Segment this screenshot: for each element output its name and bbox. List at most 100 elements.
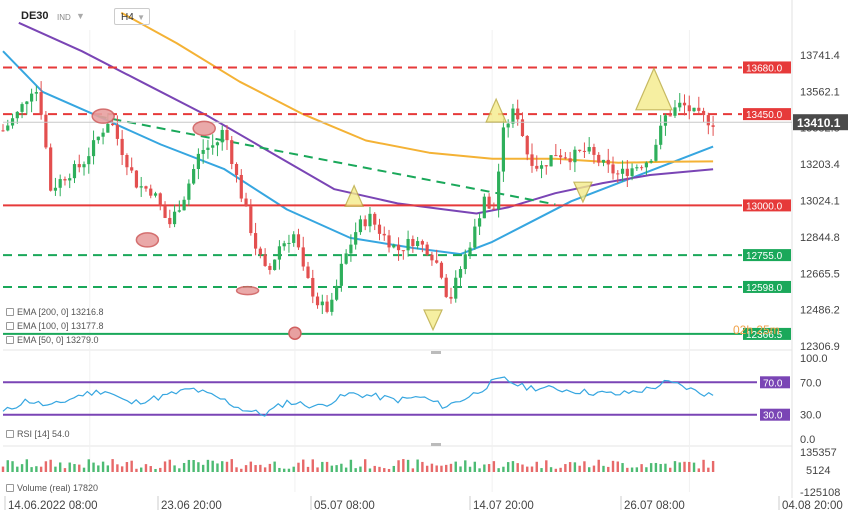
volume-bar	[616, 461, 619, 472]
chevron-down-icon: ▼	[137, 13, 145, 22]
candle-body	[268, 265, 272, 270]
candle-body	[77, 164, 81, 168]
candle-body	[520, 119, 525, 137]
volume-bar	[240, 468, 243, 472]
level-tag-label: 13680.0	[746, 63, 783, 74]
candle-body	[563, 157, 567, 159]
settings-icon[interactable]	[6, 322, 14, 330]
symbol-dropdown-icon[interactable]: ▼	[76, 11, 85, 21]
candle-body	[144, 186, 148, 189]
candle-body	[401, 250, 405, 252]
legend-ema100[interactable]: EMA [100, 0] 13177.8	[6, 321, 104, 331]
candle-body	[668, 115, 672, 117]
volume-bar	[306, 466, 310, 472]
volume-bar	[573, 462, 577, 472]
candle-body	[630, 168, 634, 176]
volume-bar	[454, 461, 457, 472]
volume-bar	[387, 468, 391, 472]
volume-bar	[568, 462, 572, 472]
volume-bar	[54, 466, 57, 472]
volume-bar	[73, 464, 76, 472]
volume-bar	[25, 459, 29, 472]
time-tick-label: 05.07 08:00	[314, 500, 375, 512]
candle-body	[711, 125, 715, 127]
candle-body	[458, 269, 463, 278]
settings-icon[interactable]	[6, 336, 14, 344]
candle-body	[187, 183, 191, 200]
volume-bar	[135, 468, 138, 472]
volume-bar	[597, 459, 600, 472]
candle-body	[701, 110, 706, 116]
volume-bar	[645, 467, 648, 472]
candle-body	[182, 199, 186, 211]
legend-rsi[interactable]: RSI [14] 54.0	[6, 429, 70, 439]
volume-bar	[435, 465, 438, 472]
volume-bar	[130, 460, 133, 472]
symbol-label[interactable]: DE30	[21, 10, 49, 22]
volume-bar	[302, 459, 305, 472]
candle-body	[306, 266, 310, 278]
volume-bar	[292, 466, 295, 472]
volume-bar	[635, 467, 639, 472]
volume-bar	[421, 461, 424, 472]
volume-bar	[20, 464, 24, 472]
candle-body	[482, 196, 486, 219]
timeframe-value: H4	[121, 12, 134, 23]
price-tick-label: 13203.4	[800, 159, 840, 171]
volume-bar	[640, 464, 643, 472]
legend-ema50[interactable]: EMA [50, 0] 13279.0	[6, 335, 99, 345]
volume-bar	[263, 467, 267, 472]
candle-body	[325, 301, 329, 312]
candle-body	[525, 136, 529, 155]
level-tag	[743, 61, 791, 74]
volume-bar	[311, 459, 314, 472]
timeframe-select[interactable]: H4 ▼	[114, 8, 150, 25]
candle-body	[149, 188, 153, 196]
candle-body	[230, 140, 234, 164]
volume-bar	[92, 462, 95, 472]
volume-bar	[545, 460, 548, 472]
volume-bar	[711, 460, 715, 472]
level-tag	[743, 280, 791, 293]
candle-body	[444, 277, 448, 297]
volume-bar	[68, 462, 71, 472]
volume-bar	[268, 463, 272, 472]
swing-marker	[192, 120, 216, 137]
legend-ema200[interactable]: EMA [200, 0] 13216.8	[6, 307, 104, 317]
volume-bar	[106, 465, 110, 472]
volume-bar	[497, 468, 500, 472]
volume-bar	[39, 466, 43, 472]
ema-line-ema200	[120, 11, 714, 164]
volume-bar	[140, 467, 143, 472]
candle-body	[101, 132, 105, 137]
rsi-level-tag	[760, 408, 790, 421]
candle-body	[249, 206, 253, 234]
candle-body	[597, 154, 601, 163]
current-price-label: 13410.1	[797, 116, 841, 130]
settings-icon[interactable]	[6, 484, 14, 492]
time-tick-label: 14.06.2022 08:00	[8, 500, 98, 512]
candle-body	[406, 238, 410, 251]
settings-icon[interactable]	[6, 308, 14, 316]
candle-body	[373, 213, 377, 225]
panel-resize-handle	[431, 443, 441, 446]
candle-body	[115, 125, 119, 139]
rsi-level-label: 70.0	[763, 378, 783, 389]
candle-body	[663, 115, 668, 126]
candle-body	[506, 123, 510, 128]
volume-bar	[273, 461, 276, 472]
settings-icon[interactable]	[6, 430, 14, 438]
candle-body	[539, 165, 544, 169]
candle-body	[439, 262, 444, 278]
legend-volume[interactable]: Volume (real) 17820	[6, 483, 98, 493]
volume-bar	[602, 465, 605, 472]
volume-bar	[58, 462, 62, 472]
volume-bar	[592, 465, 596, 472]
time-tick-label: 04.08 20:00	[782, 500, 843, 512]
candle-body	[277, 246, 282, 260]
candle-body	[582, 150, 587, 152]
volume-bar	[63, 468, 67, 472]
volume-bar	[449, 463, 453, 472]
volume-bar	[478, 468, 481, 472]
